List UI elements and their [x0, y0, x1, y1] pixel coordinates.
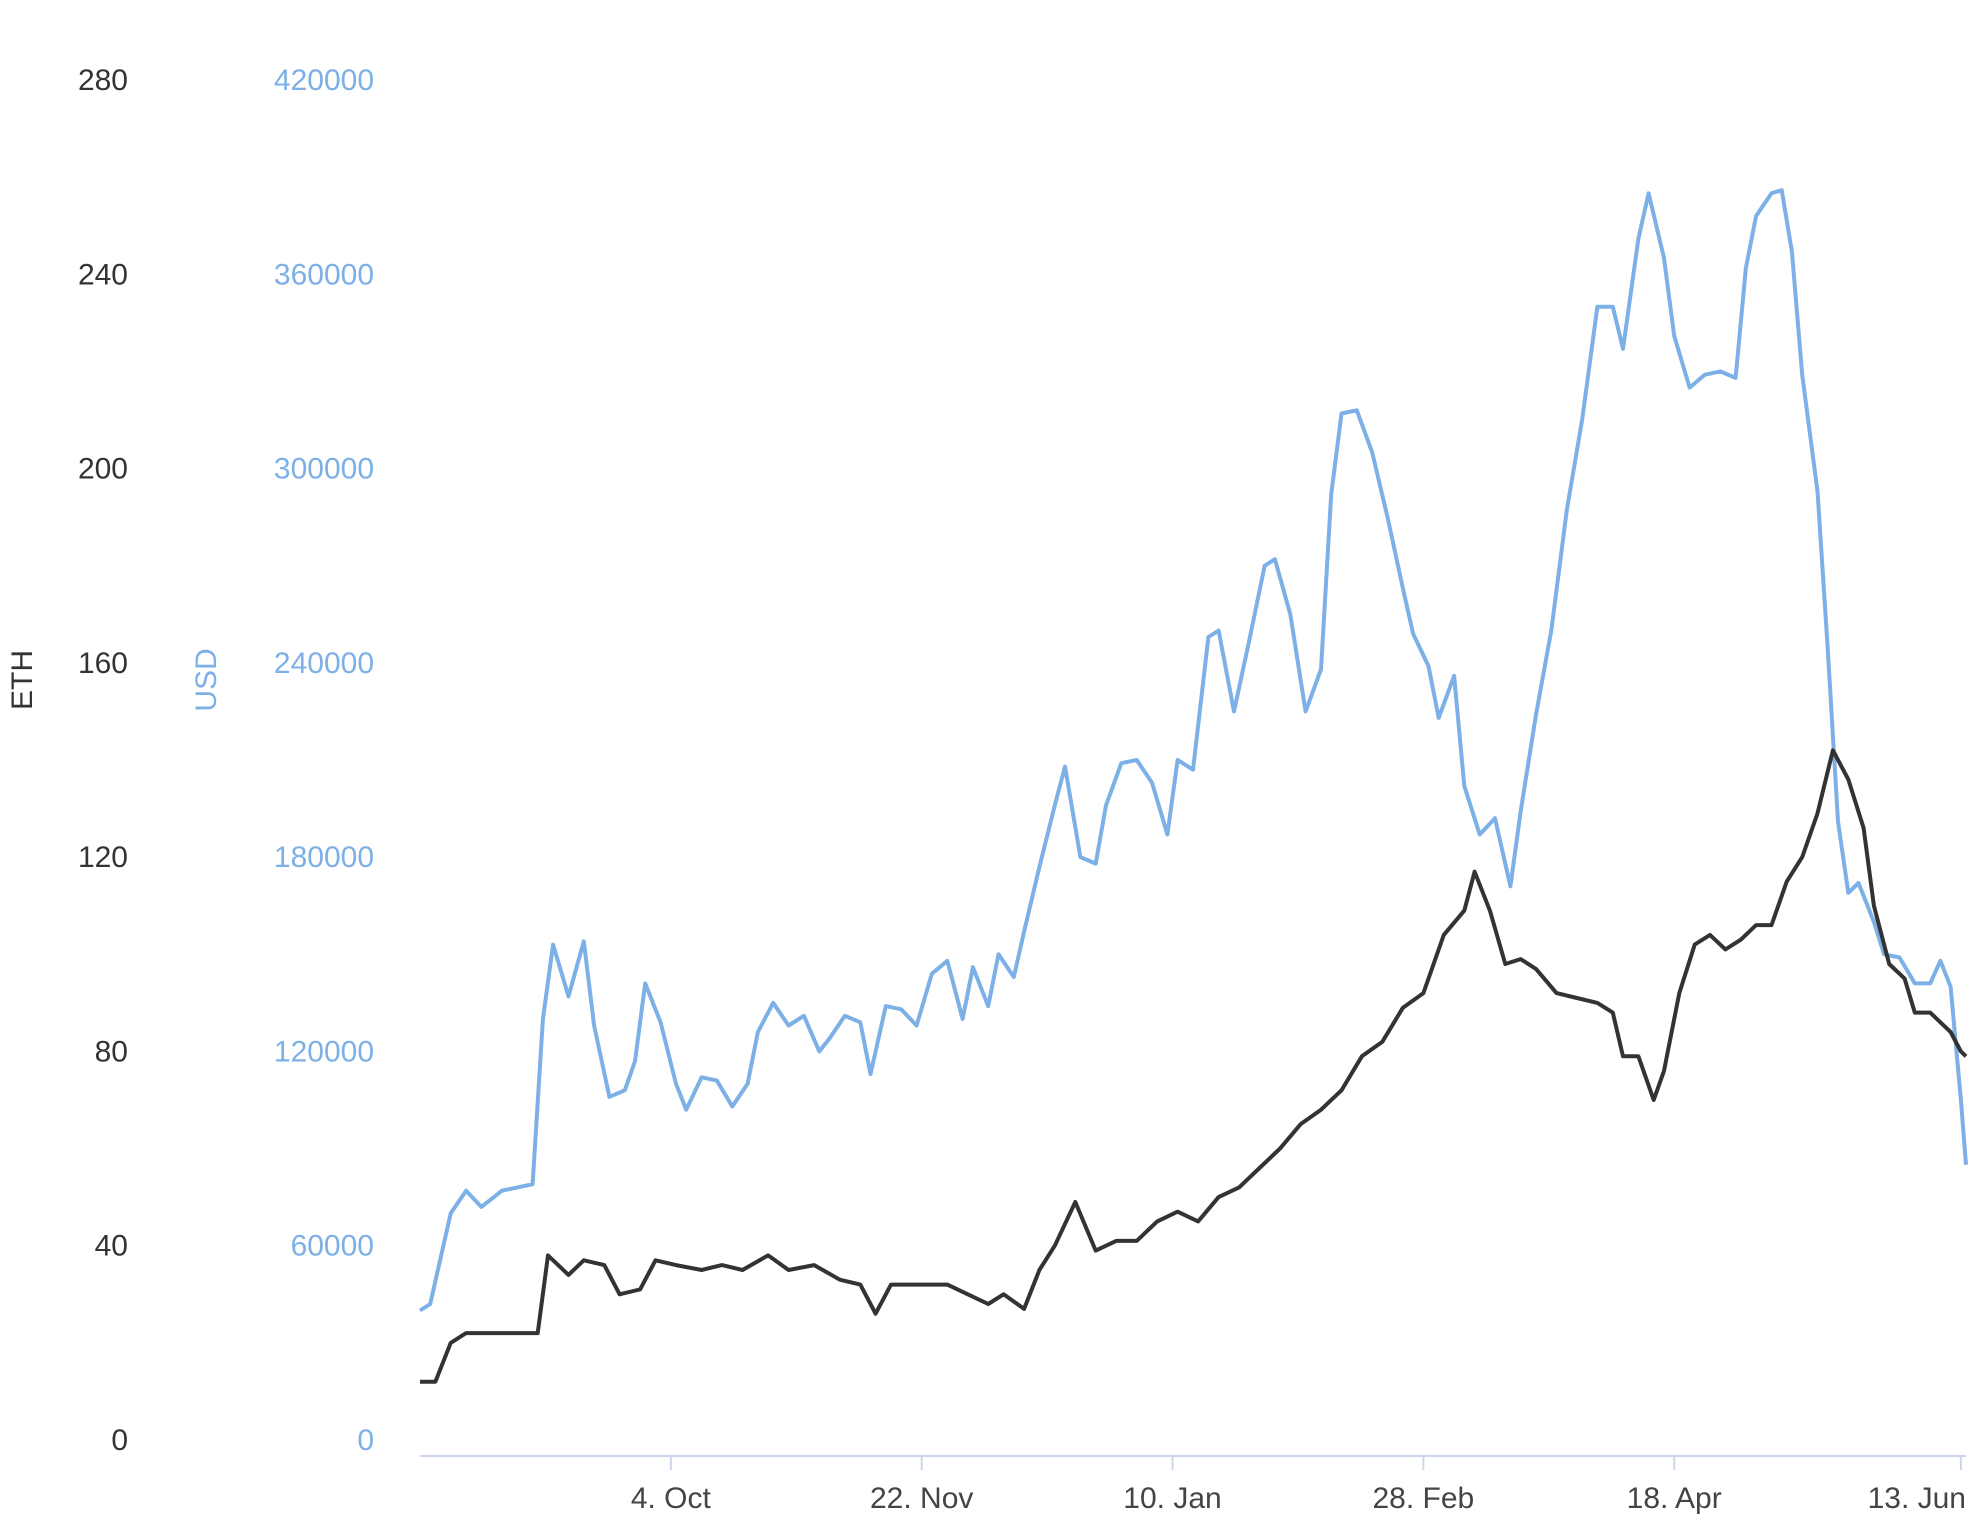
y-tick-label-usd: 180000: [274, 841, 374, 874]
x-tick-label: 22. Nov: [870, 1482, 973, 1515]
y-tick-label-usd: 120000: [274, 1035, 374, 1068]
x-tick-label: 4. Oct: [631, 1482, 712, 1515]
y-tick-label-usd: 60000: [291, 1230, 374, 1263]
y-tick-label-eth: 0: [111, 1424, 128, 1457]
y-tick-label-usd: 240000: [274, 647, 374, 680]
y-axis-usd: 0 60000 120000 180000 240000 300000 360000 4200…: [274, 64, 374, 1457]
y-axis-title-usd: USD: [190, 648, 223, 711]
y-tick-label-eth: 240: [78, 258, 128, 291]
series-line-usd: [418, 188, 1968, 1313]
y-tick-label-eth: 120: [78, 841, 128, 874]
x-tick-label: 10. Jan: [1123, 1482, 1221, 1515]
x-tick-label: 28. Feb: [1372, 1482, 1474, 1515]
x-tick-label: 18. Apr: [1627, 1482, 1722, 1515]
y-tick-label-usd: 0: [357, 1424, 374, 1457]
series-layer: [418, 188, 1968, 1384]
y-tick-label-eth: 80: [95, 1035, 128, 1068]
x-tick-label: 13. Jun: [1868, 1482, 1966, 1515]
y-axis-eth: 0 40 80 120 160 200 240 280: [78, 64, 128, 1457]
y-tick-label-eth: 40: [95, 1230, 128, 1263]
y-tick-label-usd: 300000: [274, 453, 374, 486]
x-axis: 4. Oct 22. Nov 10. Jan 28. Feb 18. Apr 13. Ju…: [631, 1456, 1966, 1515]
y-axis-title-eth: ETH: [6, 650, 39, 710]
y-tick-label-eth: 160: [78, 647, 128, 680]
y-tick-label-usd: 360000: [274, 258, 374, 291]
series-line-eth: [420, 748, 1968, 1384]
y-tick-label-usd: 420000: [274, 64, 374, 97]
y-tick-label-eth: 280: [78, 64, 128, 97]
y-tick-label-eth: 200: [78, 453, 128, 486]
